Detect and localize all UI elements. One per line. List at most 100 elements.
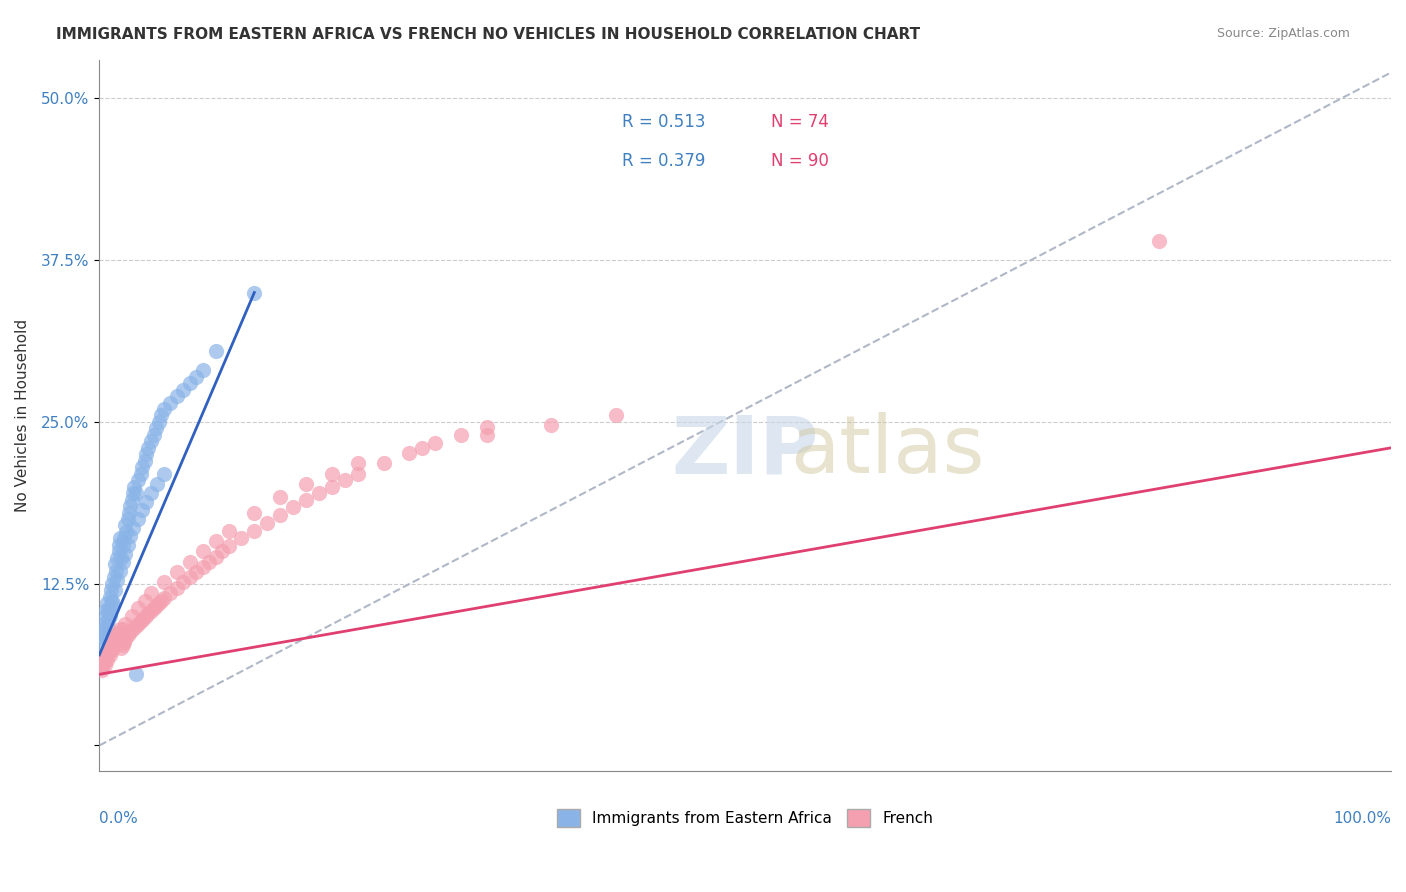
Point <box>101 642 124 657</box>
Point <box>129 467 152 481</box>
Point <box>191 560 214 574</box>
Point <box>100 583 122 598</box>
Point <box>124 619 146 633</box>
Point <box>97 602 120 616</box>
Point <box>93 632 115 647</box>
Point <box>90 628 112 642</box>
Point <box>321 480 343 494</box>
Point <box>117 628 139 642</box>
Point <box>108 532 131 546</box>
Point <box>108 564 131 578</box>
Point <box>159 395 181 409</box>
Point <box>243 285 266 300</box>
Point <box>135 495 157 509</box>
Text: ZIP: ZIP <box>672 412 818 490</box>
Text: 100.0%: 100.0% <box>1333 811 1391 825</box>
Point <box>166 389 188 403</box>
Point <box>475 420 498 434</box>
Point <box>111 638 134 652</box>
Point <box>103 570 125 584</box>
Point <box>110 550 132 565</box>
Point <box>120 624 142 639</box>
Point <box>243 506 266 520</box>
Point <box>138 441 160 455</box>
Point <box>153 591 176 605</box>
Point <box>98 607 121 621</box>
Point <box>101 576 124 591</box>
Point <box>124 667 146 681</box>
Point <box>108 627 131 641</box>
Point <box>105 564 128 578</box>
Text: IMMIGRANTS FROM EASTERN AFRICA VS FRENCH NO VEHICLES IN HOUSEHOLD CORRELATION CH: IMMIGRANTS FROM EASTERN AFRICA VS FRENCH… <box>56 27 921 42</box>
Text: R = 0.379: R = 0.379 <box>623 153 706 170</box>
Point <box>105 630 128 644</box>
Point <box>97 613 120 627</box>
Point <box>104 583 127 598</box>
Point <box>93 658 115 673</box>
Text: N = 74: N = 74 <box>770 113 830 131</box>
Point <box>146 477 169 491</box>
Point <box>218 524 240 538</box>
Point <box>101 593 124 607</box>
Point <box>107 544 129 558</box>
Legend: Immigrants from Eastern Africa, French: Immigrants from Eastern Africa, French <box>550 801 941 835</box>
Point <box>269 490 291 504</box>
Point <box>179 570 201 584</box>
Point <box>94 609 117 624</box>
Point <box>153 575 176 590</box>
Point <box>107 550 129 565</box>
Point <box>107 538 129 552</box>
Point <box>411 441 433 455</box>
Point <box>135 609 157 624</box>
Point <box>98 648 121 662</box>
Y-axis label: No Vehicles in Household: No Vehicles in Household <box>15 319 30 512</box>
Point <box>159 586 181 600</box>
Point <box>96 648 118 662</box>
Point <box>256 516 278 530</box>
Point <box>134 593 156 607</box>
Point <box>186 565 208 579</box>
Point <box>91 638 114 652</box>
Point <box>111 555 134 569</box>
Point <box>90 661 112 675</box>
Text: atlas: atlas <box>790 412 984 490</box>
Point <box>127 616 149 631</box>
Point <box>107 624 129 639</box>
Point <box>425 435 447 450</box>
Point <box>120 529 142 543</box>
Point <box>100 640 122 654</box>
Point <box>605 409 627 423</box>
Point <box>179 555 201 569</box>
Point <box>142 428 165 442</box>
Text: 0.0%: 0.0% <box>100 811 138 825</box>
Point <box>90 664 112 678</box>
Point <box>117 538 139 552</box>
Point <box>145 599 167 613</box>
Point <box>540 417 562 432</box>
Point <box>295 477 318 491</box>
Text: N = 90: N = 90 <box>770 153 830 170</box>
Point <box>104 558 127 572</box>
Point <box>98 642 121 657</box>
Point <box>94 626 117 640</box>
Point <box>122 521 145 535</box>
Point <box>115 524 138 539</box>
Point <box>243 524 266 538</box>
Point <box>127 601 149 615</box>
Point <box>104 638 127 652</box>
Point <box>121 609 143 624</box>
Point <box>111 622 134 636</box>
Point <box>101 638 124 652</box>
Point <box>148 415 170 429</box>
Point <box>107 632 129 647</box>
Point <box>475 428 498 442</box>
Point <box>122 486 145 500</box>
Point <box>93 653 115 667</box>
Point <box>346 456 368 470</box>
Point <box>346 467 368 481</box>
Point <box>114 616 136 631</box>
Point <box>131 460 153 475</box>
Point <box>204 343 226 358</box>
Point <box>90 658 112 673</box>
Point <box>121 492 143 507</box>
